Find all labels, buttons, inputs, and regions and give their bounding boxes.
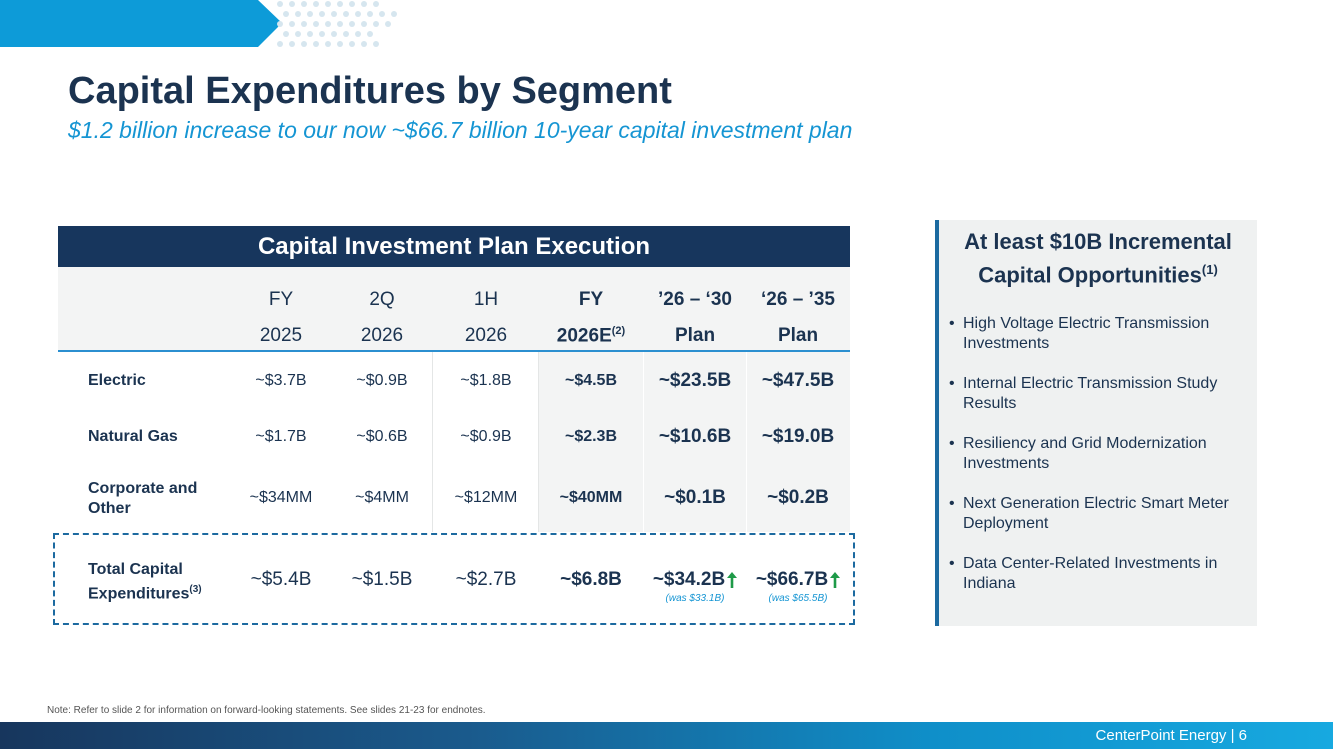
previous-value-note: (was $65.5B) bbox=[768, 593, 828, 604]
list-item: Internal Electric Transmission Study Res… bbox=[949, 374, 1249, 414]
col-header-line1: 1H bbox=[473, 289, 499, 310]
opportunities-list: High Voltage Electric Transmission Inves… bbox=[949, 314, 1249, 614]
table-cell: ~$2.3B bbox=[564, 428, 618, 445]
shade-fy2026e-column bbox=[538, 350, 643, 532]
footnote-ref: (2) bbox=[611, 325, 626, 337]
header-rule bbox=[58, 350, 850, 352]
table-cell: ~$4.5B bbox=[564, 372, 618, 389]
table-cell: ~$1.7B bbox=[255, 428, 307, 445]
table-cell: ~$3.7B bbox=[255, 372, 307, 389]
panel-title-text: Capital Opportunities bbox=[978, 262, 1202, 288]
header-arrow-banner bbox=[0, 0, 282, 47]
table-cell: ~$1.8B bbox=[460, 372, 512, 389]
row-label-text: Expenditures bbox=[88, 585, 190, 603]
panel-title-line1: At least $10B Incremental bbox=[964, 229, 1232, 254]
dot-pattern-decoration bbox=[277, 1, 397, 47]
table-cell: ~$47.5B bbox=[761, 370, 835, 391]
table-cell: ~$0.1B bbox=[664, 487, 726, 508]
total-row-highlight bbox=[53, 533, 855, 625]
footer-bar bbox=[0, 722, 1333, 749]
table-cell: ~$0.6B bbox=[356, 428, 408, 445]
col-header-line2: 2025 bbox=[259, 325, 303, 346]
panel-title: At least $10B Incremental Capital Opport… bbox=[939, 228, 1257, 289]
capital-plan-table: Capital Investment Plan Execution FY 202… bbox=[58, 226, 850, 604]
list-item: Resiliency and Grid Modernization Invest… bbox=[949, 434, 1249, 474]
panel-title-line2: Capital Opportunities(1) bbox=[939, 256, 1257, 289]
col-header-line2: 2026 bbox=[464, 325, 508, 346]
table-cell: ~$0.9B bbox=[356, 372, 408, 389]
col-header-line2: Plan bbox=[777, 325, 819, 346]
column-divider bbox=[432, 350, 433, 532]
footnote-ref: (1) bbox=[1201, 262, 1218, 277]
col-header-line1: ’26 – ‘30 bbox=[658, 289, 732, 310]
table-header: Capital Investment Plan Execution bbox=[58, 226, 850, 267]
total-cell: ~$1.5B bbox=[351, 569, 413, 590]
slide-title: Capital Expenditures by Segment bbox=[68, 70, 672, 112]
row-label-natural-gas: Natural Gas bbox=[88, 428, 178, 445]
column-header-band bbox=[58, 267, 850, 350]
table-cell: ~$40MM bbox=[559, 489, 623, 506]
table-cell: ~$19.0B bbox=[761, 426, 835, 447]
table-cell: ~$0.9B bbox=[460, 428, 512, 445]
col-header-line2: Plan bbox=[674, 325, 716, 346]
total-cell: ~$5.4B bbox=[250, 569, 312, 590]
table-cell: ~$10.6B bbox=[658, 426, 732, 447]
shade-2630-column bbox=[644, 350, 746, 532]
col-header-line1: FY bbox=[578, 289, 604, 310]
col-header-line2: 2026E(2) bbox=[531, 325, 651, 347]
total-value: ~$34.2B bbox=[652, 569, 726, 590]
table-cell: ~$12MM bbox=[454, 489, 518, 506]
footnote-ref: (3) bbox=[189, 584, 202, 595]
total-cell: ~$6.8B bbox=[560, 569, 622, 590]
shade-2635-column bbox=[747, 350, 850, 532]
list-item: Next Generation Electric Smart Meter Dep… bbox=[949, 494, 1249, 534]
row-label-corporate-other: Corporate and Other bbox=[88, 479, 197, 519]
row-label-line: Corporate and bbox=[88, 480, 198, 497]
total-value: ~$66.7B bbox=[755, 569, 829, 590]
row-label-total: Total Capital Expenditures(3) bbox=[88, 560, 202, 604]
list-item: High Voltage Electric Transmission Inves… bbox=[949, 314, 1249, 354]
table-body: FY 2025 2Q 2026 1H 2026 FY 2026E(2) ’26 … bbox=[58, 267, 850, 626]
footer-brand-page: CenterPoint Energy | 6 bbox=[1095, 727, 1247, 744]
incremental-opportunities-panel: At least $10B Incremental Capital Opport… bbox=[935, 220, 1257, 626]
previous-value-note: (was $33.1B) bbox=[665, 593, 725, 604]
row-label-line: Total Capital bbox=[88, 561, 183, 578]
table-cell: ~$23.5B bbox=[658, 370, 732, 391]
up-arrow-icon bbox=[727, 571, 738, 588]
col-header-text: 2026E bbox=[556, 325, 612, 347]
col-header-line1: FY bbox=[268, 289, 294, 310]
col-header-line1: 2Q bbox=[369, 289, 395, 310]
table-cell: ~$34MM bbox=[249, 489, 313, 506]
total-cell: ~$2.7B bbox=[455, 569, 517, 590]
column-divider bbox=[538, 350, 539, 532]
row-label-line: Other bbox=[88, 500, 131, 517]
row-label-line2: Expenditures(3) bbox=[88, 580, 202, 604]
total-cell-with-arrow: ~$34.2B bbox=[639, 569, 751, 591]
row-label-electric: Electric bbox=[88, 372, 146, 389]
table-cell: ~$0.2B bbox=[767, 487, 829, 508]
slide-subtitle: $1.2 billion increase to our now ~$66.7 … bbox=[68, 117, 853, 143]
list-item: Data Center-Related Investments in India… bbox=[949, 554, 1249, 594]
total-cell-with-arrow: ~$66.7B bbox=[742, 569, 854, 591]
col-header-line2: 2026 bbox=[360, 325, 404, 346]
footnote-text: Note: Refer to slide 2 for information o… bbox=[47, 705, 486, 716]
table-cell: ~$4MM bbox=[355, 489, 409, 506]
up-arrow-icon bbox=[830, 571, 841, 588]
col-header-line1: ‘26 – ’35 bbox=[761, 289, 835, 310]
